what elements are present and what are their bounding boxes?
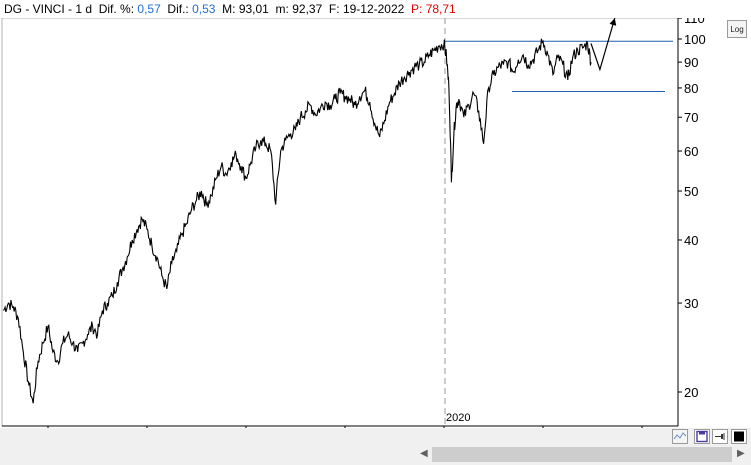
y-tick-label: 70	[684, 110, 698, 125]
scroll-right-arrow-icon[interactable]: ▶	[737, 448, 745, 459]
max-value: 93,01	[238, 2, 269, 16]
dif-label: Dif.:	[167, 2, 189, 16]
symbol-label: DG - VINCI	[4, 2, 65, 16]
min-label: m:	[275, 2, 289, 16]
price-label: P:	[411, 2, 423, 16]
price-value: 78,71	[425, 2, 456, 16]
scroll-left-arrow-icon[interactable]: ◀	[420, 448, 428, 459]
max-label: M:	[222, 2, 236, 16]
price-series-line	[2, 38, 592, 404]
y-tick-label: 20	[684, 385, 698, 400]
year-marker-label: 2020	[446, 412, 470, 424]
chart-background	[0, 18, 751, 428]
projection-arrow-line[interactable]	[590, 17, 616, 72]
projection-arrow-head	[609, 18, 617, 26]
date-value: 19-12-2022	[342, 2, 405, 16]
interval-label: 1 d	[75, 2, 93, 16]
dif-value: 0,53	[192, 2, 216, 16]
chart-type-icon[interactable]	[672, 429, 688, 444]
pin-icon[interactable]	[712, 429, 728, 444]
log-scale-toggle-button[interactable]: Log	[727, 20, 747, 38]
y-tick-label: 110	[684, 18, 705, 26]
chart-info-header: DG - VINCI - 1 d Dif. %: 0,57 Dif.: 0,53…	[0, 0, 751, 18]
min-value: 92,37	[292, 2, 323, 16]
y-tick-label: 40	[684, 233, 698, 248]
y-tick-label: 90	[684, 55, 698, 70]
color-swatch-icon[interactable]	[731, 429, 747, 444]
y-tick-label: 30	[684, 296, 698, 311]
dif-pct-value: 0,57	[137, 2, 161, 16]
y-tick-label: 80	[684, 81, 698, 96]
dif-pct-label: Dif. %:	[98, 2, 135, 16]
horizontal-scrollbar-thumb[interactable]	[432, 447, 732, 462]
y-tick-label: 50	[684, 184, 698, 199]
y-tick-label: 60	[684, 144, 698, 159]
save-icon[interactable]	[694, 429, 710, 444]
date-label: F:	[328, 2, 340, 16]
y-tick-label: 100	[684, 32, 706, 47]
